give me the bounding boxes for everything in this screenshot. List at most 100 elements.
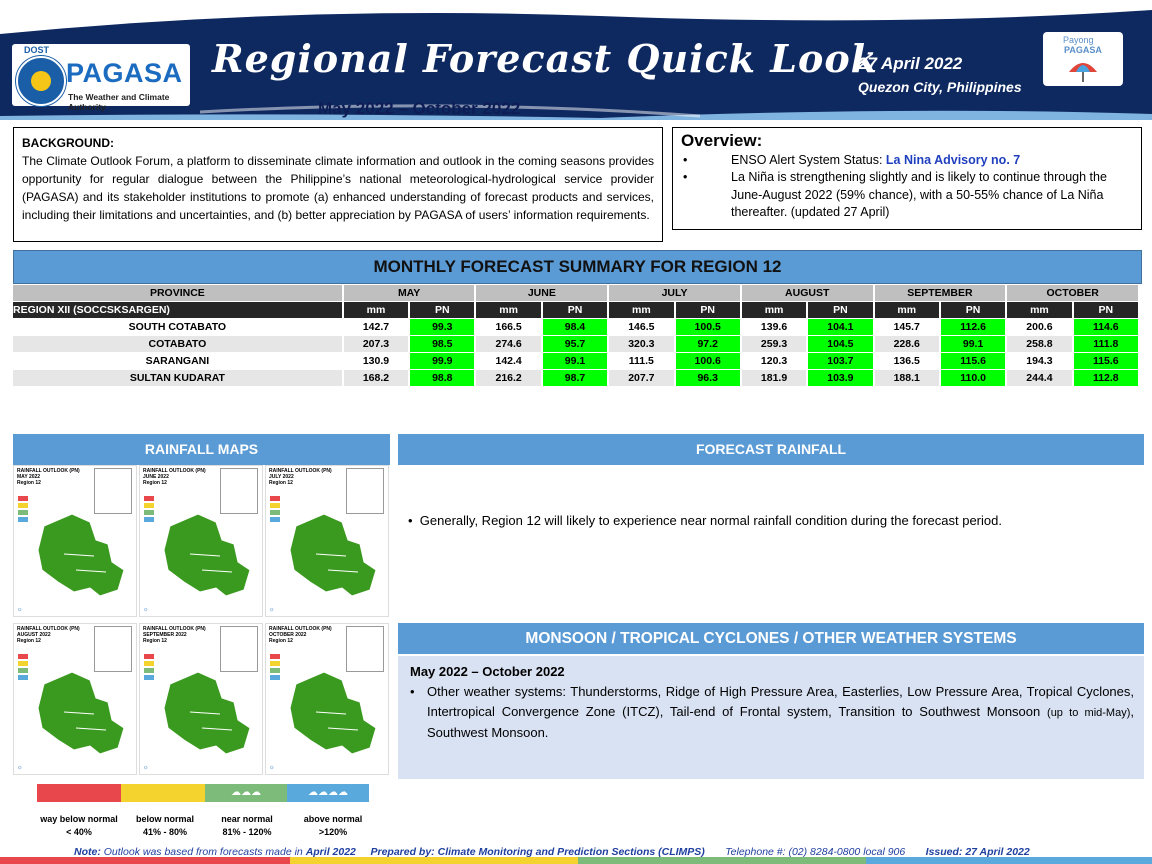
mm-cell: 258.8 [1007, 336, 1072, 352]
mm-cell: 259.3 [741, 336, 807, 352]
rainfall-map: RAINFALL OUTLOOK (PN) AUGUST 2022 Region 1… [13, 623, 137, 775]
overview-item-enso: • ENSO Alert System Status: La Nina Advi… [681, 152, 1133, 170]
pn-cell: 100.5 [675, 319, 740, 335]
rainfall-map: RAINFALL OUTLOOK (PN) JUNE 2022 Region 12 … [139, 465, 263, 617]
forecast-period: May 2022 – October 2022 [318, 99, 521, 118]
pn-cell: 98.5 [410, 336, 475, 352]
mm-cell: 320.3 [609, 336, 674, 352]
legend-label-below: below normal 41% - 80% [135, 814, 194, 837]
pn-cell: 99.3 [410, 319, 475, 335]
mm-cell: 120.3 [741, 353, 807, 369]
pn-cell: 115.6 [1073, 353, 1138, 369]
legend-label-near: near normal 81% - 120% [221, 814, 273, 837]
mm-cell: 130.9 [343, 353, 409, 369]
logo-name: PAGASA [66, 58, 183, 88]
bullet-icon: • [408, 513, 420, 528]
table-header-row: PROVINCE MAY JUNE JULY AUGUST SEPTEMBER … [13, 285, 1138, 301]
location-inset-icon [346, 626, 384, 672]
pn-header: PN [940, 302, 1006, 318]
map-legend [270, 654, 280, 682]
mm-cell: 166.5 [476, 319, 541, 335]
month-header: AUGUST [741, 285, 873, 301]
mm-header: mm [741, 302, 807, 318]
pagasa-watermark-icon: ☼ [17, 607, 23, 613]
pn-header: PN [808, 302, 873, 318]
bullet-icon: • [683, 170, 688, 184]
pn-cell: 104.5 [808, 336, 873, 352]
mm-cell: 200.6 [1007, 319, 1072, 335]
forecast-rainfall-text: • Generally, Region 12 will likely to ex… [408, 513, 1002, 528]
month-header: JULY [609, 285, 740, 301]
footer-color-bar [290, 857, 578, 864]
pn-header: PN [1073, 302, 1138, 318]
header-banner: DOST PAGASA The Weather and Climate Auth… [0, 0, 1152, 120]
mm-cell: 244.4 [1007, 370, 1072, 386]
rainfall-map: RAINFALL OUTLOOK (PN) OCTOBER 2022 Region … [265, 623, 389, 775]
page-title: Regional Forecast Quick Look [212, 36, 879, 81]
table-row: SOUTH COTABATO 142.7 99.3 166.5 98.4 146.5… [13, 319, 1138, 335]
cloud-rain-icon: ☁☁☁ [205, 784, 287, 802]
logo-tagline: The Weather and Climate Authority [68, 92, 170, 112]
forecast-rainfall-title: FORECAST RAINFALL [398, 434, 1144, 465]
province-name: COTABATO [13, 336, 342, 352]
map-legend [144, 496, 154, 524]
rainfall-map: RAINFALL OUTLOOK (PN) SEPTEMBER 2022 Regio… [139, 623, 263, 775]
issue-date: 27 April 2022 [858, 54, 963, 73]
pn-cell: 111.8 [1073, 336, 1138, 352]
background-title: BACKGROUND: [22, 136, 114, 150]
monsoon-item: • Other weather systems: Thunderstorms, … [410, 684, 1134, 740]
overview-item-lanina: • La Niña is strengthening slightly and … [681, 169, 1133, 222]
province-header: PROVINCE [13, 285, 342, 301]
forecast-summary-table: PROVINCE MAY JUNE JULY AUGUST SEPTEMBER … [11, 284, 1140, 387]
mm-cell: 136.5 [874, 353, 939, 369]
payong-line2: PAGASA [1064, 45, 1102, 55]
pn-header: PN [410, 302, 475, 318]
pagasa-watermark-icon: ☼ [143, 607, 149, 613]
legend-label-above: above normal >120% [303, 814, 363, 837]
pagasa-watermark-icon: ☼ [143, 765, 149, 771]
location-inset-icon [220, 468, 258, 514]
table-row: SARANGANI 130.9 99.9 142.4 99.1 111.5 100.6… [13, 353, 1138, 369]
province-name: SARANGANI [13, 353, 342, 369]
umbrella-icon [1069, 63, 1097, 82]
mm-cell: 207.3 [343, 336, 409, 352]
map-title: RAINFALL OUTLOOK (PN) JUNE 2022 Region 12 [143, 468, 206, 486]
map-title: RAINFALL OUTLOOK (PN) SEPTEMBER 2022 Regio… [143, 626, 206, 644]
dost-label: DOST [24, 45, 50, 55]
header-wave-background [0, 10, 1152, 120]
rainfall-maps-grid: RAINFALL OUTLOOK (PN) MAY 2022 Region 12 ☼… [13, 465, 390, 781]
map-legend [270, 496, 280, 524]
mm-cell: 194.3 [1007, 353, 1072, 369]
payong-line1: Payong [1063, 35, 1094, 45]
pn-cell: 103.7 [808, 353, 873, 369]
location-inset-icon [94, 626, 132, 672]
pn-cell: 99.9 [410, 353, 475, 369]
map-legend [144, 654, 154, 682]
mm-cell: 181.9 [741, 370, 807, 386]
mm-cell: 228.6 [874, 336, 939, 352]
map-title: RAINFALL OUTLOOK (PN) OCTOBER 2022 Region … [269, 626, 332, 644]
table-subheader-row: REGION XII (SOCCSKSARGEN) mm PN mm PN mm PN… [13, 302, 1138, 318]
rainfall-map: RAINFALL OUTLOOK (PN) MAY 2022 Region 12 ☼ [13, 465, 137, 617]
enso-status-label: ENSO Alert System Status: [731, 152, 886, 167]
region12-map-icon [37, 513, 125, 597]
map-title: RAINFALL OUTLOOK (PN) MAY 2022 Region 12 [17, 468, 80, 486]
pn-cell: 95.7 [542, 336, 608, 352]
bullet-icon: • [410, 684, 415, 699]
mm-cell: 142.4 [476, 353, 541, 369]
mm-header: mm [343, 302, 409, 318]
map-title: RAINFALL OUTLOOK (PN) JULY 2022 Region 12 [269, 468, 332, 486]
mm-cell: 207.7 [609, 370, 674, 386]
region12-map-icon [163, 671, 251, 755]
province-name: SOUTH COTABATO [13, 319, 342, 335]
pn-cell: 96.3 [675, 370, 740, 386]
map-title: RAINFALL OUTLOOK (PN) AUGUST 2022 Region 1… [17, 626, 80, 644]
payong-pagasa-logo: Payong PAGASA [1043, 32, 1123, 86]
mm-header: mm [609, 302, 674, 318]
forecast-summary-title: MONTHLY FORECAST SUMMARY FOR REGION 12 [13, 250, 1142, 284]
pn-cell: 112.8 [1073, 370, 1138, 386]
rainfall-map: RAINFALL OUTLOOK (PN) JULY 2022 Region 12 … [265, 465, 389, 617]
overview-title: Overview: [681, 131, 763, 150]
province-name: SULTAN KUDARAT [13, 370, 342, 386]
pn-cell: 115.6 [940, 353, 1006, 369]
